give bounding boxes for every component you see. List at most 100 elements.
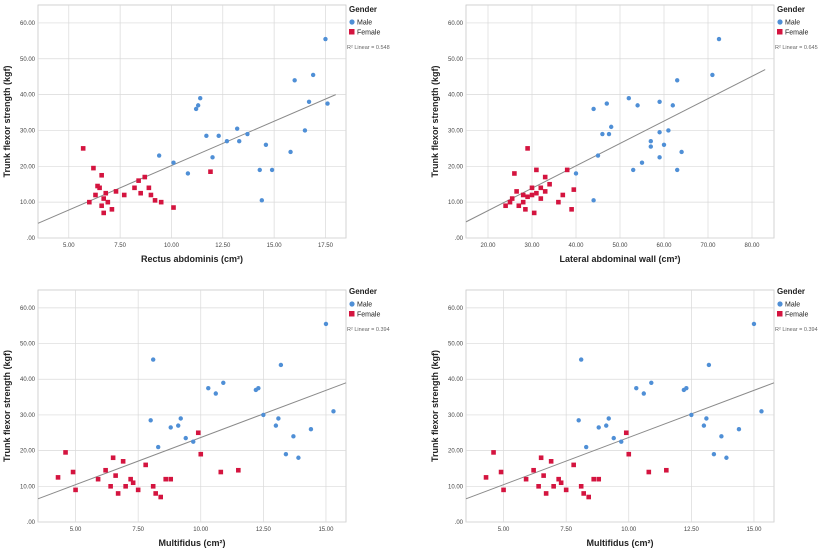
female-point [120,459,126,464]
female-point [571,462,576,468]
male-point [635,103,640,108]
male-point [578,357,584,362]
female-point [113,473,118,478]
female-point [548,459,554,464]
x-tick-label: 80.00 [744,243,760,249]
y-tick-label: 30.00 [20,128,36,134]
female-point [529,185,535,191]
female-point [512,171,517,176]
male-point [168,425,173,430]
male-point [657,155,662,160]
male-point [263,142,269,147]
male-point [283,451,289,457]
y-tick-label: 50.00 [20,57,36,63]
x-tick-label: 7.50 [132,527,144,533]
male-point [261,412,266,418]
female-point [101,196,107,201]
legend-title: Gender [349,287,377,296]
female-point [538,196,544,201]
female-point [543,491,549,496]
female-point [97,185,102,191]
female-point [586,494,591,500]
male-point [198,96,203,101]
male-point [689,412,694,418]
x-tick-label: 7.50 [560,527,572,533]
female-point [108,484,113,489]
female-point [150,484,156,489]
male-point [631,167,636,173]
female-point [520,199,526,205]
female-point [581,491,586,496]
female-point [542,189,548,194]
female-point [128,476,133,482]
female-point [130,480,136,486]
x-tick-label: 50.00 [612,243,628,249]
female-point [542,174,548,180]
legend-title: Gender [777,5,805,14]
female-point [148,192,154,198]
chart-panel-4: .00 10.00 20.00 30.00 40.00 50.00 60.00 5.00 7.5… [430,287,818,548]
y-tick-label: 30.00 [448,413,464,419]
legend-male-label: Male [785,20,800,27]
plot-area [37,289,347,523]
legend: Gender Male Female R² Linear = 0.645 [775,5,818,51]
y-axis-title: Trunk flexor strength (kgf) [2,65,12,177]
male-point [178,416,183,421]
legend-female-marker [349,311,355,317]
legend-female-label: Female [785,312,808,319]
female-point [556,199,561,205]
female-point [534,190,539,196]
y-tick-label: 30.00 [20,413,36,419]
male-point [576,418,581,423]
female-point [483,475,489,480]
chart-panel-1: .00 10.00 20.00 30.00 40.00 50.00 60.00 5.00 7.5… [2,4,390,264]
y-tick-label: .00 [455,236,464,242]
female-point [146,185,152,191]
x-tick-label: 5.00 [498,527,510,533]
male-point [213,391,218,396]
legend: Gender Male Female R² Linear = 0.394 [347,287,390,333]
y-tick-label: 50.00 [20,342,36,348]
female-point [93,192,98,198]
male-point [751,321,757,327]
female-point [523,476,529,482]
female-point [547,181,552,187]
male-point [204,133,209,139]
male-point [611,435,616,441]
chart-panel-3: .00 10.00 20.00 30.00 40.00 50.00 60.00 5.00 7.5… [2,287,390,548]
female-point [87,199,92,205]
x-tick-label: 30.00 [524,243,540,249]
female-point [171,205,176,210]
female-point [135,487,141,493]
female-point [551,484,556,489]
male-point [155,444,161,450]
male-point [221,380,226,385]
male-point [675,167,680,173]
male-point [185,171,191,176]
female-point [198,451,204,457]
female-point [153,491,158,496]
female-point [569,207,574,212]
male-point [606,131,612,137]
male-point [701,423,707,428]
plot-area [465,289,775,523]
male-point [639,160,645,165]
female-point [514,189,519,194]
male-point [269,167,275,173]
y-tick-label: 50.00 [448,57,464,63]
male-point [176,423,181,428]
y-tick-label: 30.00 [448,128,464,134]
female-point [152,198,158,203]
legend: Gender Male Female R² Linear = 0.394 [775,287,818,333]
female-point [541,473,546,478]
female-point [91,165,96,171]
female-point [123,484,128,489]
male-point [724,455,729,460]
plot-area [37,4,347,239]
x-tick-label: 60.00 [656,243,672,249]
female-point [80,146,86,151]
y-axis-title: Trunk flexor strength (kgf) [430,65,440,177]
y-tick-label: 40.00 [448,377,464,383]
x-axis-title: Rectus abdominis (cm²) [141,254,243,264]
